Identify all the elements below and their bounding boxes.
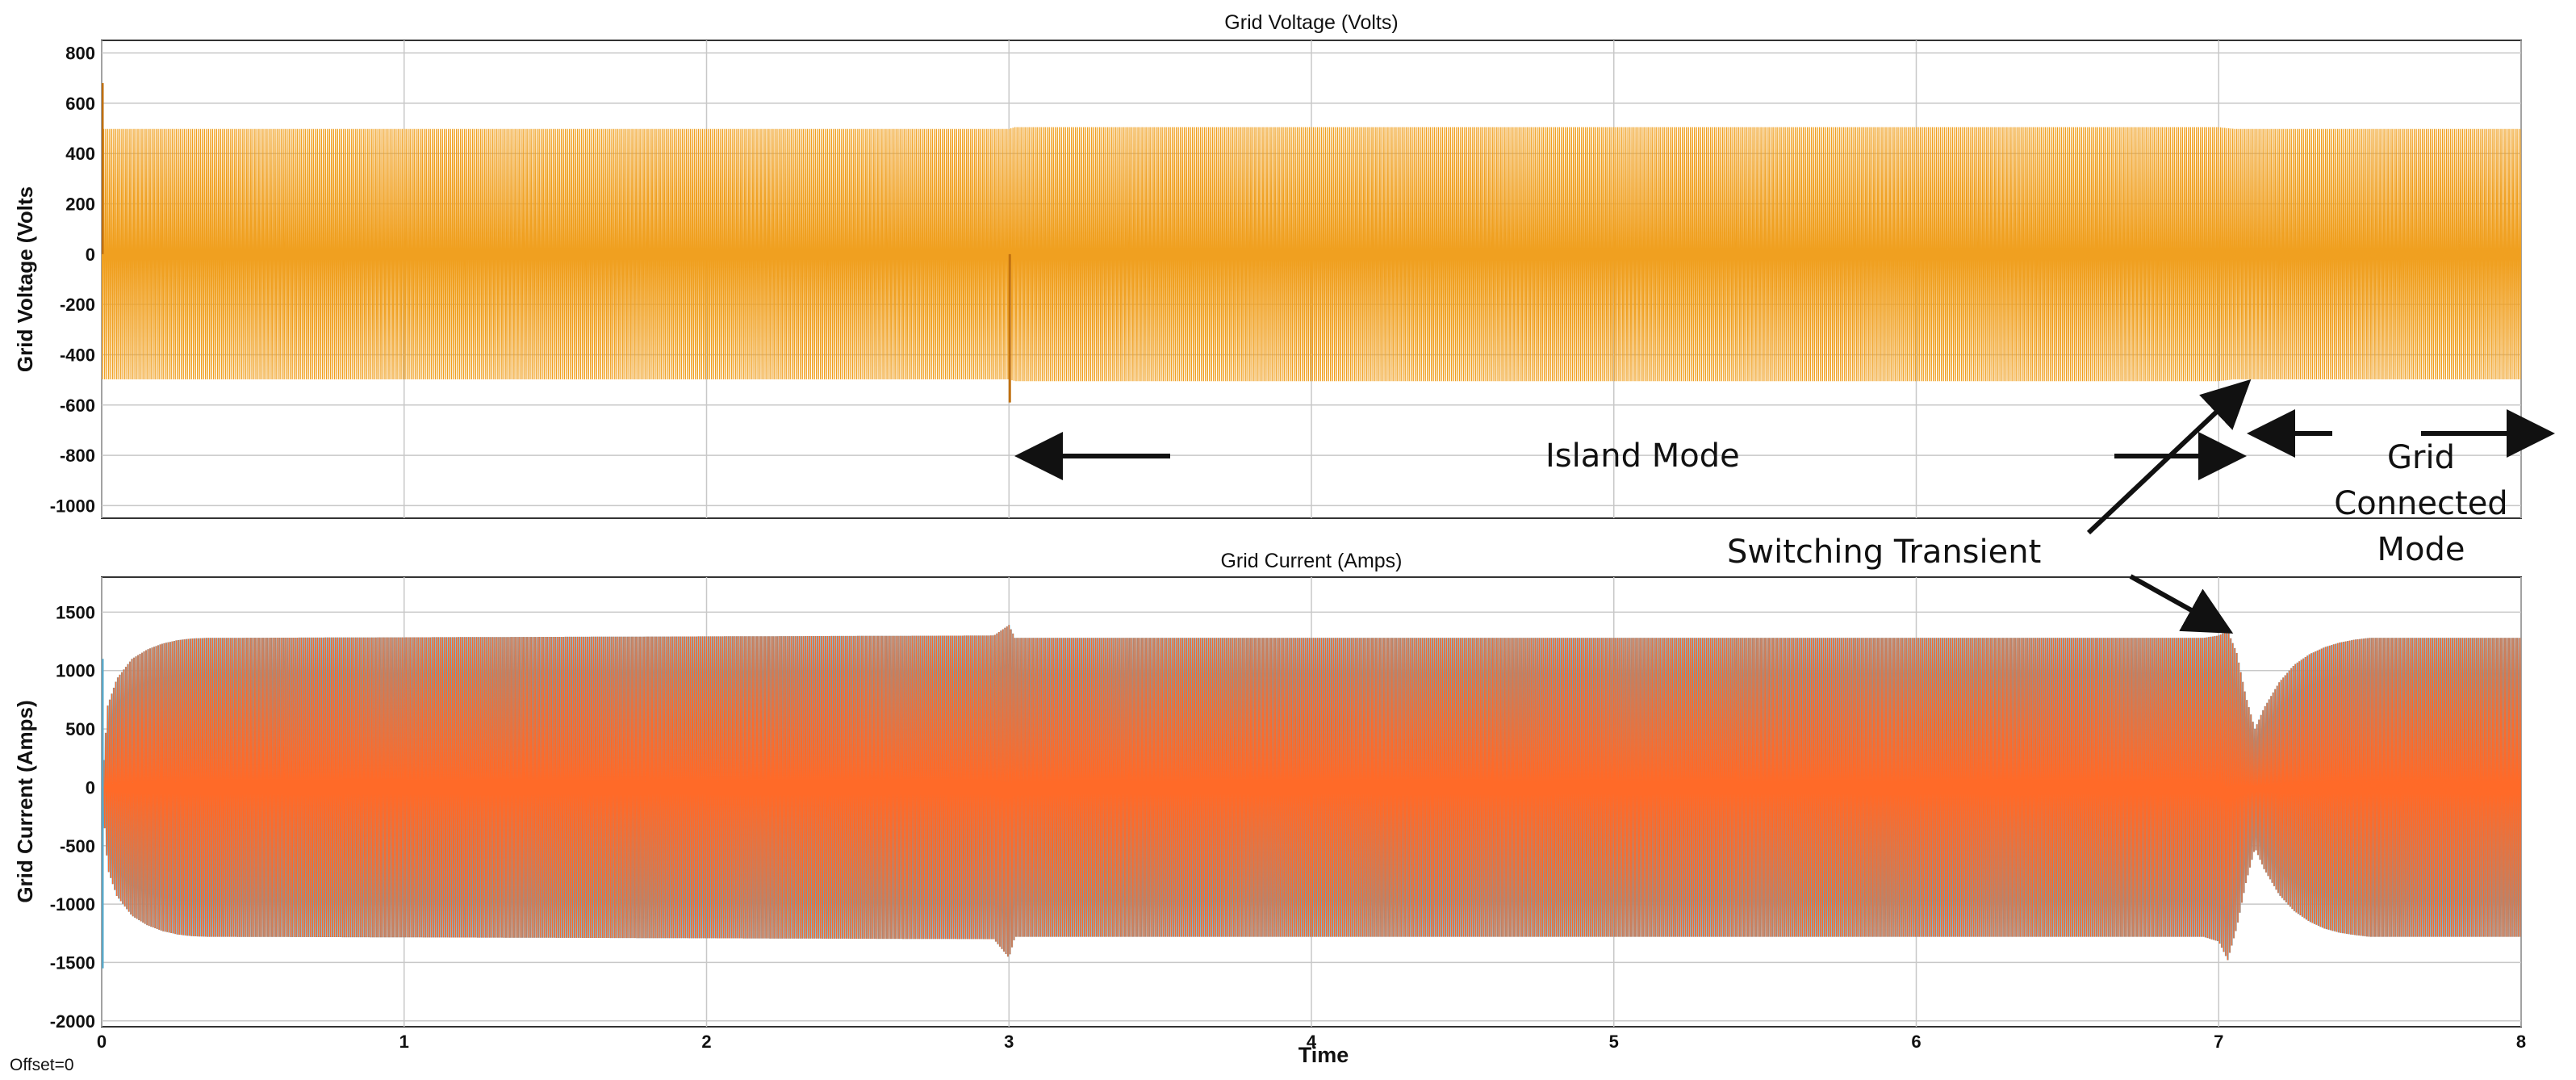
island-mode-label: Island Mode (1545, 437, 1740, 475)
y-tick-label: 0 (86, 777, 95, 797)
x-tick-label: 7 (2214, 1032, 2223, 1052)
y-tick-label: 800 (65, 44, 95, 64)
y-tick-label: 1500 (56, 602, 95, 622)
voltage-plot-title: Grid Voltage (Volts) (1224, 11, 1398, 34)
signal-trace (102, 127, 2521, 382)
voltage-signal (102, 82, 2521, 403)
current-plot-title: Grid Current (Amps) (1220, 550, 1402, 572)
y-tick-label: 600 (65, 94, 95, 114)
current-y-ticks: 1500 1000 500 0 -500 -1000 -1500 -2000 (50, 602, 95, 1031)
y-tick-label: 200 (65, 195, 95, 215)
transient-arrow-lower (2129, 574, 2234, 634)
x-tick-label: 6 (1911, 1032, 1921, 1052)
x-tick-label: 3 (1004, 1032, 1014, 1052)
x-tick-label: 1 (399, 1032, 409, 1052)
time-x-ticks: 0 1 2 3 4 5 6 7 8 (97, 1032, 2526, 1052)
x-tick-label: 0 (97, 1032, 107, 1052)
current-plot: 1500 1000 500 0 -500 -1000 -1500 -2000 0 1 2 3 4 5 6 7… (13, 550, 2526, 1067)
x-tick-label: 2 (701, 1032, 711, 1052)
grid-connected-label-line2: Connected (2334, 485, 2507, 522)
y-tick-label: -500 (60, 836, 95, 856)
voltage-plot: 800 600 400 200 0 -200 -400 -600 -800 -1000 Grid … (13, 11, 2522, 519)
y-tick-label: 400 (65, 144, 95, 164)
transient-arrow-upper (2086, 379, 2252, 535)
voltage-y-ticks: 800 600 400 200 0 -200 -400 -600 -800 -1000 (50, 44, 95, 517)
y-tick-label: 0 (86, 245, 95, 265)
current-y-axis-label: Grid Current (Amps) (13, 700, 37, 902)
x-axis-label: Time (1298, 1043, 1349, 1067)
switching-transient-label: Switching Transient (1727, 534, 2041, 571)
y-tick-label: 1000 (56, 661, 95, 681)
y-tick-label: -1000 (50, 894, 95, 915)
x-tick-label: 5 (1609, 1032, 1619, 1052)
y-tick-label: -1500 (50, 952, 95, 973)
voltage-grid (101, 40, 2522, 518)
current-signal (102, 625, 2521, 969)
voltage-y-axis-label: Grid Voltage (Volts (13, 186, 37, 372)
annotations (1014, 379, 2555, 634)
y-tick-label: -200 (60, 295, 95, 315)
y-tick-label: -2000 (50, 1011, 95, 1032)
y-tick-label: -800 (60, 446, 95, 466)
y-tick-label: -1000 (50, 496, 95, 516)
grid-connected-label-line3: Mode (2377, 531, 2465, 568)
y-tick-label: 500 (65, 719, 95, 739)
x-tick-label: 4 (1307, 1032, 1317, 1052)
y-tick-label: -600 (60, 396, 95, 416)
offset-label: Offset=0 (10, 1056, 74, 1074)
grid-connected-label-line1: Grid (2387, 439, 2455, 476)
x-tick-label: 8 (2516, 1032, 2526, 1052)
y-tick-label: -400 (60, 345, 95, 365)
signal-trace (102, 625, 2521, 961)
